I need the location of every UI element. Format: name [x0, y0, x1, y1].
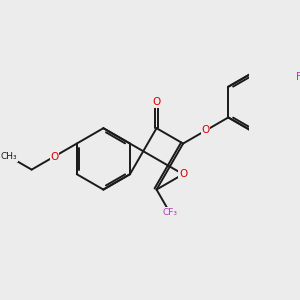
- Text: CF₃: CF₃: [162, 208, 177, 217]
- Text: O: O: [152, 97, 161, 107]
- Text: CH₃: CH₃: [1, 152, 17, 161]
- Text: O: O: [50, 152, 58, 162]
- Text: F: F: [296, 72, 300, 82]
- Text: O: O: [202, 125, 210, 136]
- Text: O: O: [179, 169, 187, 179]
